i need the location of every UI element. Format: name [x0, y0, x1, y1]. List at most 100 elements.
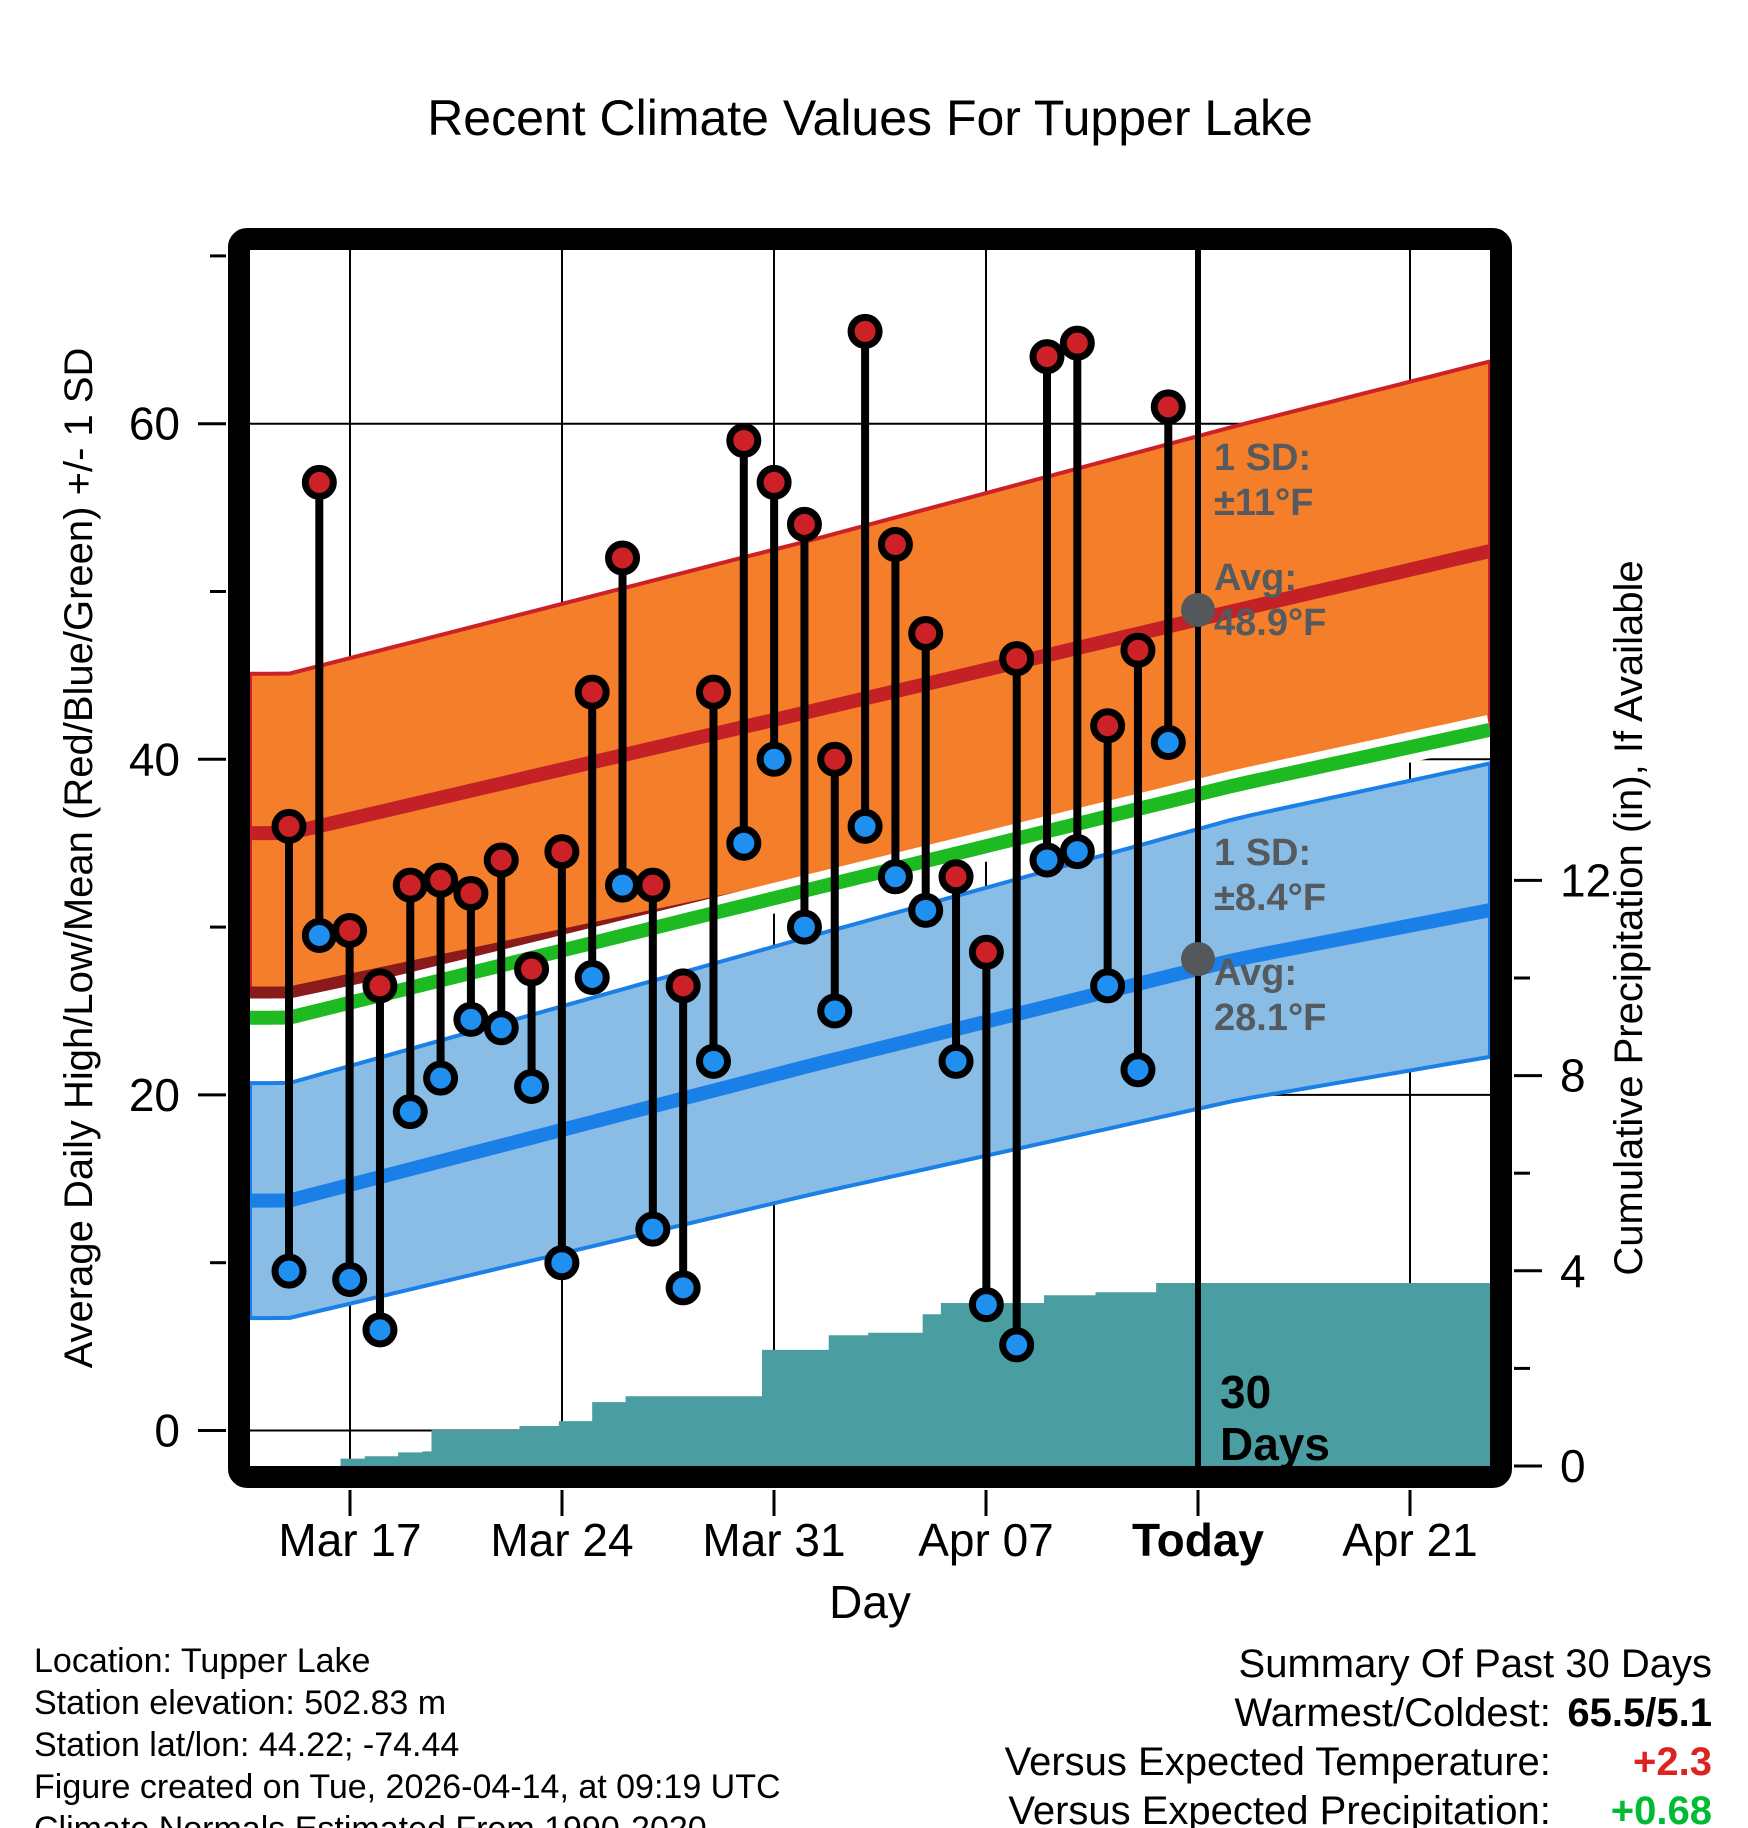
low-sd-label: 1 SD: — [1214, 832, 1311, 874]
low-temp-dot — [756, 741, 792, 777]
high-temp-dot — [999, 641, 1035, 677]
left-axis-title: Average Daily High/Low/Mean (Red/Blue/Gr… — [57, 348, 101, 1369]
low-temp-dot — [1059, 834, 1095, 870]
daily-obs-apr-09 — [1029, 339, 1065, 878]
low-temp-dot — [1150, 725, 1186, 761]
summary-warmest-coldest-value: 65.5/5.1 — [1567, 1691, 1712, 1735]
summary-vs-temperature-value: +2.3 — [1633, 1740, 1712, 1784]
daily-obs-mar-28 — [665, 968, 701, 1306]
left-tick-label-0: 0 — [154, 1405, 180, 1457]
x-tick-label-apr-21: Apr 21 — [1342, 1514, 1478, 1566]
summary-warmest-coldest-label: Warmest/Coldest: — [1234, 1691, 1551, 1735]
daily-obs-apr-11 — [1090, 708, 1126, 1004]
high-temp-dot — [1090, 708, 1126, 744]
high-sd-value: ±11°F — [1214, 482, 1313, 524]
low-temp-dot — [847, 808, 883, 844]
left-tick-label-40: 40 — [129, 733, 180, 785]
low-temp-dot — [877, 859, 913, 895]
high-temp-dot — [453, 876, 489, 912]
today-low-avg-dot — [1181, 941, 1215, 976]
summary-past-30-days: Summary Of Past 30 Days Warmest/Coldest:… — [1005, 1640, 1712, 1828]
summary-vs-precipitation: Versus Expected Precipitation: +0.68 — [1005, 1787, 1712, 1828]
daily-obs-mar-17 — [332, 912, 368, 1297]
high-temp-dot — [1029, 339, 1065, 375]
climate-normals-note: Climate Normals Estimated From 1990-2020 — [34, 1808, 781, 1828]
low-temp-dot — [635, 1211, 671, 1247]
daily-obs-mar-18 — [362, 968, 398, 1348]
high-temp-dot — [423, 862, 459, 898]
low-temp-dot — [271, 1253, 307, 1289]
right-tick-label-12: 12 — [1560, 854, 1611, 906]
low-temp-dot — [1090, 968, 1126, 1004]
high-temp-dot — [271, 808, 307, 844]
station-location: Location: Tupper Lake — [34, 1642, 371, 1680]
left-tick-label-20: 20 — [129, 1069, 180, 1121]
low-temp-dot — [938, 1043, 974, 1079]
summary-vs-precipitation-label: Versus Expected Precipitation: — [1008, 1789, 1551, 1828]
low-temp-dot — [362, 1312, 398, 1348]
daily-obs-apr-03 — [847, 313, 883, 844]
daily-obs-apr-10 — [1059, 325, 1095, 870]
right-tick-label-8: 8 — [1560, 1050, 1586, 1102]
daily-obs-mar-29 — [695, 674, 731, 1079]
summary-vs-temperature: Versus Expected Temperature: +2.3 — [1005, 1738, 1712, 1787]
summary-title: Summary Of Past 30 Days — [1238, 1642, 1712, 1686]
daily-obs-apr-08 — [999, 641, 1035, 1363]
high-temp-dot — [756, 464, 792, 500]
low-avg-label: Avg: — [1214, 952, 1297, 994]
daily-obs-mar-24 — [544, 834, 580, 1281]
high-temp-dot — [695, 674, 731, 710]
low-temp-dot — [968, 1287, 1004, 1323]
high-temp-dot — [1059, 325, 1095, 361]
high-sd-label: 1 SD: — [1214, 437, 1311, 479]
station-info: Location: Tupper Lake Station elevation:… — [34, 1640, 781, 1828]
high-temp-dot — [362, 968, 398, 1004]
high-temp-dot — [514, 951, 550, 987]
high-temp-dot — [665, 968, 701, 1004]
right-tick-label-4: 4 — [1560, 1245, 1586, 1297]
low-temp-dot — [301, 917, 337, 953]
low-temp-dot — [908, 892, 944, 928]
daily-obs-mar-22 — [483, 842, 519, 1046]
low-temp-dot — [483, 1010, 519, 1046]
left-tick-label-60: 60 — [129, 398, 180, 450]
daily-obs-mar-25 — [574, 674, 610, 995]
x-tick-label-today: Today — [1132, 1514, 1264, 1566]
low-mean-line — [250, 903, 1492, 1208]
daily-obs-apr-05 — [908, 615, 944, 928]
low-temp-dot — [1029, 842, 1065, 878]
today-high-avg-dot — [1181, 592, 1215, 627]
high-temp-dot — [877, 527, 913, 563]
high-mean-line — [250, 544, 1492, 841]
low-temp-dot — [726, 825, 762, 861]
high-temp-dot — [332, 912, 368, 948]
high-temp-dot — [817, 741, 853, 777]
low-temp-dot — [695, 1043, 731, 1079]
x-tick-label-mar-17: Mar 17 — [278, 1514, 421, 1566]
daily-obs-mar-27 — [635, 867, 671, 1247]
high-temp-dot — [1120, 632, 1156, 668]
daily-obs-mar-15 — [271, 808, 307, 1289]
station-latlon: Station lat/lon: 44.22; -74.44 — [34, 1726, 460, 1764]
daily-obs-apr-07 — [968, 934, 1004, 1323]
high-temp-dot — [1150, 389, 1186, 425]
high-avg-label: Avg: — [1214, 557, 1297, 599]
high-temp-dot — [786, 506, 822, 542]
high-temp-dot — [968, 934, 1004, 970]
high-temp-dot — [574, 674, 610, 710]
right-axis-title: Cumulative Precipitation (in), If Availa… — [1607, 560, 1651, 1275]
plot-border — [228, 228, 1512, 1488]
low-temp-dot — [817, 993, 853, 1029]
daily-obs-apr-12 — [1120, 632, 1156, 1088]
daily-obs-apr-13 — [1150, 389, 1186, 761]
high-temp-dot — [635, 867, 671, 903]
high-temp-dot — [544, 834, 580, 870]
window-30-label: 30 — [1220, 1366, 1271, 1418]
high-temp-dot — [847, 313, 883, 349]
low-temp-dot — [574, 959, 610, 995]
figure-created: Figure created on Tue, 2026-04-14, at 09… — [34, 1768, 781, 1806]
low-temp-dot — [544, 1245, 580, 1281]
daily-obs-mar-30 — [726, 422, 762, 861]
daily-obs-apr-04 — [877, 527, 913, 895]
